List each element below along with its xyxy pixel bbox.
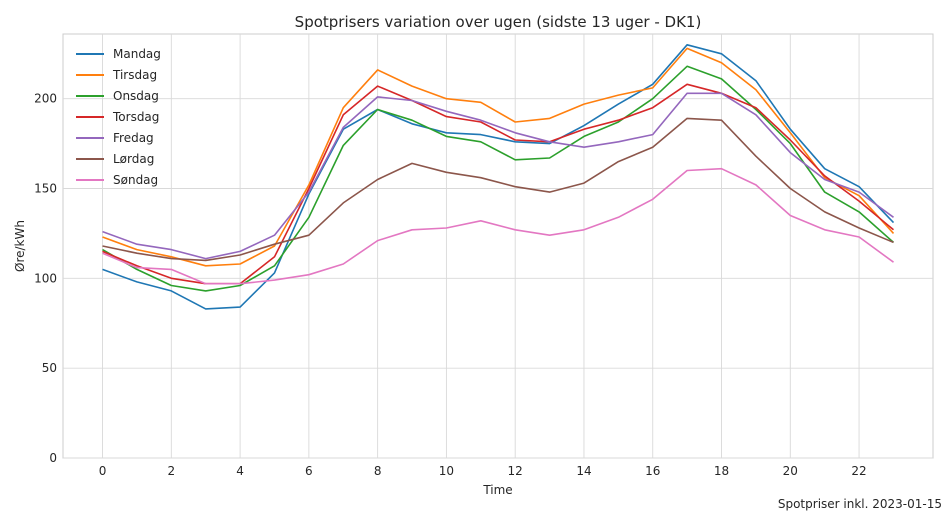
grid <box>63 34 933 459</box>
legend: Mandag Tirsdag Onsdag Torsdag Fredag Lørdag Sø… <box>76 47 161 187</box>
y-tick-label: 200 <box>34 92 57 106</box>
series-line-tirsdag <box>102 47 895 267</box>
legend-label: Mandag <box>113 47 161 61</box>
x-tick-label: 14 <box>576 464 591 478</box>
chart-title: Spotprisers variation over ugen (sidste … <box>295 13 702 31</box>
legend-label: Tirsdag <box>112 68 157 82</box>
series-line-onsdag <box>102 65 895 292</box>
series-line-mandag <box>102 43 895 310</box>
y-tick-label: 100 <box>34 271 57 285</box>
x-tick-label: 10 <box>439 464 454 478</box>
series-lines <box>102 43 895 310</box>
footnote: Spotpriser inkl. 2023-01-15 <box>778 497 942 511</box>
series-line-fredag <box>102 92 894 260</box>
legend-label: Søndag <box>113 173 158 187</box>
x-tick-label: 2 <box>167 464 175 478</box>
y-tick-label: 0 <box>49 451 57 465</box>
x-tick-label: 8 <box>374 464 382 478</box>
x-tick-label: 16 <box>645 464 660 478</box>
y-axis-label: Øre/kWh <box>13 220 27 272</box>
x-tick-label: 6 <box>305 464 313 478</box>
y-tick-label: 50 <box>42 361 57 375</box>
x-axis-label: Time <box>482 483 512 497</box>
legend-label: Onsdag <box>113 89 159 103</box>
series-line-søndag <box>102 167 894 285</box>
x-tick-label: 20 <box>783 464 798 478</box>
legend-label: Lørdag <box>113 152 154 166</box>
y-tick-label: 150 <box>34 182 57 196</box>
series-line-lørdag <box>102 117 894 262</box>
legend-label: Torsdag <box>112 110 159 124</box>
plot-area <box>62 33 934 459</box>
x-tick-label: 0 <box>99 464 107 478</box>
x-tick-label: 22 <box>851 464 866 478</box>
x-tick-label: 12 <box>508 464 523 478</box>
x-tick-label: 18 <box>714 464 729 478</box>
x-tick-label: 4 <box>236 464 244 478</box>
x-axis: 0 2 4 6 8 10 12 14 16 18 20 22 <box>99 464 867 478</box>
legend-label: Fredag <box>113 131 154 145</box>
y-axis: 0 50 100 150 200 <box>34 92 57 465</box>
